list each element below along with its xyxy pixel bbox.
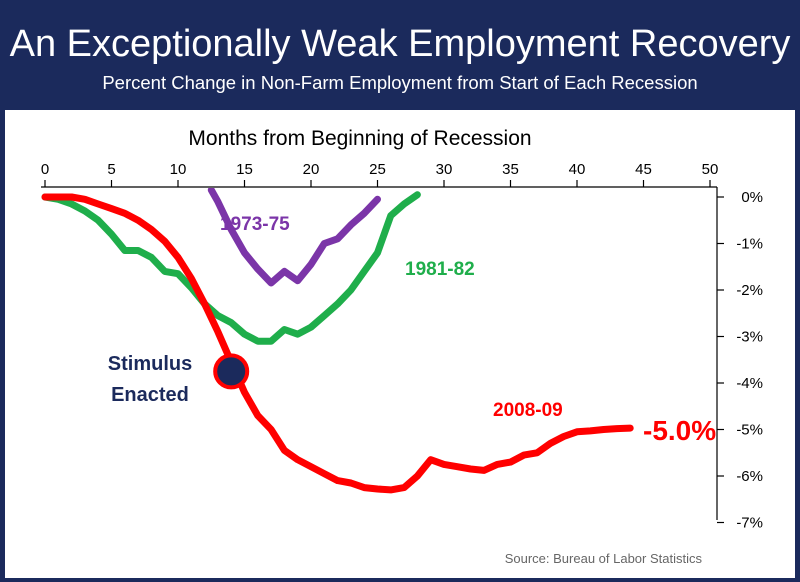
x-tick-label: 45 [635, 161, 652, 178]
y-tick-label: -7% [736, 515, 763, 532]
x-tick-label: 5 [107, 161, 115, 178]
series-label-1981-82: 1981-82 [405, 259, 475, 280]
x-tick-label: 30 [436, 161, 453, 178]
y-tick-label: 0% [741, 189, 763, 206]
y-tick-label: -5% [736, 422, 763, 439]
chart-title: An Exceptionally Weak Employment Recover… [9, 23, 791, 65]
x-tick-label: 40 [569, 161, 586, 178]
x-tick-label: 25 [369, 161, 386, 178]
y-tick-label: -1% [736, 236, 763, 253]
x-axis-label: Months from Beginning of Recession [188, 127, 531, 150]
chart-subtitle: Percent Change in Non-Farm Employment fr… [102, 72, 698, 93]
stimulus-marker [213, 353, 250, 390]
series-group [41, 188, 634, 494]
y-tick-label: -4% [736, 375, 763, 392]
source-note: Source: Bureau of Labor Statistics [505, 551, 703, 566]
x-tick-label: 10 [170, 161, 187, 178]
y-tick-label: -3% [736, 329, 763, 346]
end-value-label: -5.0% [643, 415, 716, 446]
series-line-2008-09 [41, 193, 634, 494]
x-tick-label: 0 [41, 161, 49, 178]
series-label-2008-09: 2008-09 [493, 400, 563, 421]
stimulus-label-line1: Stimulus [108, 353, 192, 375]
chart-panel: Months from Beginning of Recession 0 5 10 1… [5, 110, 795, 578]
line-chart: Months from Beginning of Recession 0 5 10 1… [41, 127, 763, 566]
x-tick-label: 20 [303, 161, 320, 178]
x-tick-label: 50 [702, 161, 719, 178]
x-tick-label: 35 [502, 161, 519, 178]
series-line-1973-75 [207, 188, 381, 287]
stimulus-label-line2: Enacted [111, 384, 189, 406]
y-ticks: 0% -1% -2% -3% -4% -5% -6% -7% [717, 189, 763, 532]
header-banner: An Exceptionally Weak Employment Recover… [0, 0, 800, 108]
annotation-group: 1973-75 1981-82 2008-09 Stimulus Enacted -5.0… [108, 214, 716, 446]
series-label-1973-75: 1973-75 [220, 214, 290, 235]
y-tick-label: -6% [736, 468, 763, 485]
series-line-1981-82 [41, 191, 421, 345]
y-tick-label: -2% [736, 282, 763, 299]
x-ticks: 0 5 10 15 20 25 30 35 40 45 50 [41, 161, 719, 187]
x-tick-label: 15 [236, 161, 253, 178]
